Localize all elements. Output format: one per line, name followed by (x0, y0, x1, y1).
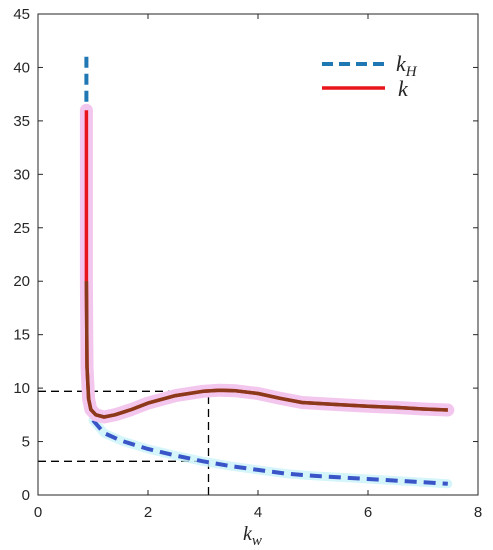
x-tick-label-4: 4 (254, 504, 262, 521)
y-tick-label-35: 35 (13, 113, 30, 130)
x-tick-label-0: 0 (34, 504, 42, 521)
legend-label-kH: kH (396, 51, 418, 80)
x-tick-label-2: 2 (144, 504, 152, 521)
x-axis-label: kw (243, 523, 262, 549)
x-tick-label-6: 6 (364, 504, 372, 521)
series-k-overlay (84, 281, 448, 419)
legend-label-k: k (398, 76, 409, 101)
legend: kH k (322, 51, 418, 101)
y-tick-label-5: 5 (22, 434, 30, 451)
legend-label-kH-main: k (396, 51, 407, 76)
y-tick-label-25: 25 (13, 220, 30, 237)
ticks: 0 2 4 6 8 0 5 10 15 20 25 30 35 40 45 (13, 6, 482, 521)
legend-label-kH-sub: H (405, 64, 418, 80)
x-axis-label-sub: w (252, 533, 262, 549)
series-kH-line-lower (91, 418, 448, 486)
y-tick-label-40: 40 (13, 59, 30, 76)
y-tick-label-20: 20 (13, 273, 30, 290)
y-tick-label-45: 45 (13, 6, 30, 23)
y-tick-label-30: 30 (13, 166, 30, 183)
y-tick-label-15: 15 (13, 327, 30, 344)
reference-lines (38, 390, 210, 495)
y-tick-label-10: 10 (13, 380, 30, 397)
series-layer (79, 56, 455, 489)
x-tick-label-8: 8 (474, 504, 482, 521)
y-tick-label-0: 0 (22, 487, 30, 504)
x-axis-label-main: k (243, 523, 253, 545)
